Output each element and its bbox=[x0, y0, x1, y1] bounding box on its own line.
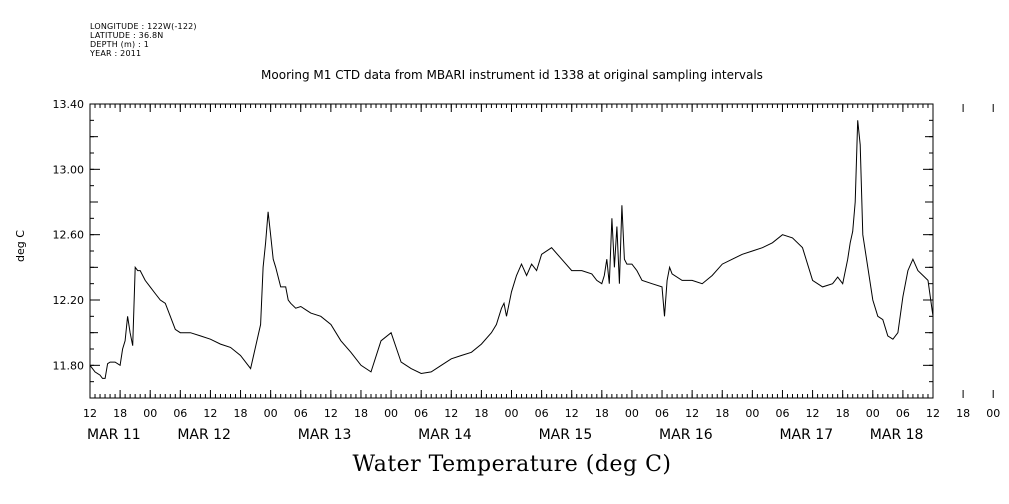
x-tick-label: 06 bbox=[294, 407, 308, 420]
metadata-block: LONGITUDE : 122W(-122) LATITUDE : 36.8N … bbox=[90, 22, 197, 58]
x-tick-label: 18 bbox=[715, 407, 729, 420]
x-tick-label: 18 bbox=[836, 407, 850, 420]
series-line bbox=[89, 120, 934, 379]
x-tick-label: 00 bbox=[866, 407, 880, 420]
minor-ticks bbox=[89, 103, 934, 399]
x-tick-label: 12 bbox=[203, 407, 217, 420]
x-tick-label: 18 bbox=[595, 407, 609, 420]
plot-frame bbox=[89, 103, 934, 399]
x-tick-label: 00 bbox=[625, 407, 639, 420]
y-axis-ticks: 11.80 12.20 12.60 13.00 13.40 bbox=[53, 98, 933, 399]
x-day-label: MAR 12 bbox=[177, 427, 231, 443]
y-tick-label: 11.80 bbox=[53, 359, 85, 372]
chart-title: Mooring M1 CTD data from MBARI instrumen… bbox=[261, 68, 763, 82]
x-day-label: MAR 15 bbox=[539, 427, 593, 443]
x-tick-label: 06 bbox=[896, 407, 910, 420]
x-tick-label: 06 bbox=[173, 407, 187, 420]
x-tick-label: 18 bbox=[113, 407, 127, 420]
x-tick-label: 00 bbox=[745, 407, 759, 420]
x-tick-label: 12 bbox=[565, 407, 579, 420]
x-tick-label: 06 bbox=[775, 407, 789, 420]
x-day-label: MAR 17 bbox=[779, 427, 833, 443]
x-tick-label: 12 bbox=[806, 407, 820, 420]
x-tick-label: 18 bbox=[474, 407, 488, 420]
latitude-label: LATITUDE : 36.8N bbox=[90, 31, 164, 40]
x-axis-ticks: 12 18 00 06 12 18 00 06 12 18 00 06 12 18 00 06 12 18 00 06… bbox=[83, 104, 1000, 420]
x-tick-label: 12 bbox=[324, 407, 338, 420]
x-day-label: MAR 18 bbox=[870, 427, 924, 443]
x-tick-label: 00 bbox=[986, 407, 1000, 420]
year-label: YEAR : 2011 bbox=[90, 49, 142, 58]
depth-label: DEPTH (m) : 1 bbox=[90, 40, 149, 49]
x-tick-label: 18 bbox=[354, 407, 368, 420]
x-tick-label: 00 bbox=[384, 407, 398, 420]
y-tick-label: 13.40 bbox=[53, 98, 85, 111]
x-tick-label: 00 bbox=[505, 407, 519, 420]
x-tick-label: 18 bbox=[956, 407, 970, 420]
x-day-label: MAR 11 bbox=[87, 427, 141, 443]
x-tick-label: 18 bbox=[234, 407, 248, 420]
x-tick-label: 12 bbox=[83, 407, 97, 420]
x-day-label: MAR 14 bbox=[418, 427, 472, 443]
x-tick-label: 00 bbox=[143, 407, 157, 420]
x-tick-label: 06 bbox=[535, 407, 549, 420]
x-axis-day-labels: MAR 11 MAR 12 MAR 13 MAR 14 MAR 15 MAR 16 MAR … bbox=[87, 427, 923, 443]
x-tick-label: 12 bbox=[685, 407, 699, 420]
x-tick-label: 00 bbox=[264, 407, 278, 420]
x-day-label: MAR 16 bbox=[659, 427, 713, 443]
x-tick-label: 12 bbox=[444, 407, 458, 420]
x-tick-label: 06 bbox=[414, 407, 428, 420]
y-tick-label: 13.00 bbox=[53, 163, 85, 176]
longitude-label: LONGITUDE : 122W(-122) bbox=[90, 22, 197, 31]
x-axis-label: Water Temperature (deg C) bbox=[352, 452, 672, 477]
x-day-label: MAR 13 bbox=[298, 427, 352, 443]
y-tick-label: 12.60 bbox=[53, 229, 85, 242]
x-tick-label: 06 bbox=[655, 407, 669, 420]
x-tick-label: 12 bbox=[926, 407, 940, 420]
y-tick-label: 12.20 bbox=[53, 294, 85, 307]
